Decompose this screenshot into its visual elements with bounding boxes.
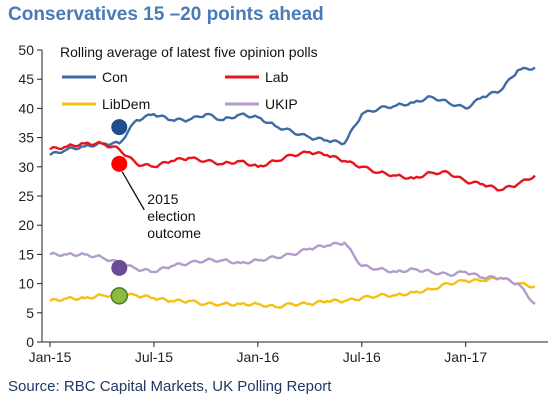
chart-subtitle: Rolling average of latest five opinion p…: [60, 44, 318, 60]
y-tick-label: 35: [18, 130, 34, 146]
x-tick-label: Jul-16: [343, 349, 381, 365]
y-ticks: 0 5 10 15 20 25 30 35 40 45 50: [18, 42, 42, 350]
series-line-ukip: [49, 241, 536, 305]
x-ticks: Jan-15 Jul-15 Jan-16 Jul-16 Jan-17: [29, 342, 487, 365]
annotation-text: election: [147, 208, 195, 224]
x-tick-label: Jan-15: [29, 349, 72, 365]
y-tick-label: 10: [18, 276, 34, 292]
series-line-lab: [49, 140, 536, 192]
legend-label-con: Con: [102, 69, 128, 85]
y-tick-label: 40: [18, 100, 34, 116]
y-tick-label: 25: [18, 188, 34, 204]
y-tick-label: 5: [26, 305, 34, 321]
annotation-leader-line: [121, 171, 145, 211]
series-line-con: [49, 66, 536, 157]
election-marker-con: [111, 119, 128, 136]
source-note: Source: RBC Capital Markets, UK Polling …: [8, 378, 332, 395]
x-tick-label: Jan-16: [236, 349, 279, 365]
series-lines: [49, 66, 536, 309]
annotation-text: outcome: [147, 225, 201, 241]
y-tick-label: 45: [18, 71, 34, 87]
legend-label-libdem: LibDem: [102, 96, 150, 112]
election-marker-libdem: [110, 287, 129, 305]
legend-label-lab: Lab: [265, 69, 289, 85]
y-tick-label: 30: [18, 159, 34, 175]
legend-label-ukip: UKIP: [265, 96, 298, 112]
legend: Con Lab LibDem UKIP: [62, 69, 298, 112]
x-tick-label: Jan-17: [444, 349, 487, 365]
y-tick-label: 0: [26, 334, 34, 350]
election-marker-lab: [111, 155, 128, 172]
election-markers: [110, 119, 129, 305]
series-line-libdem: [49, 276, 536, 309]
chart-title: Conservatives 15 –20 points ahead: [8, 4, 324, 25]
y-tick-label: 20: [18, 217, 34, 233]
x-tick-label: Jul-15: [135, 349, 173, 365]
y-tick-label: 15: [18, 246, 34, 262]
annotation-text: 2015: [147, 191, 178, 207]
y-tick-label: 50: [18, 42, 34, 58]
election-marker-ukip: [111, 259, 128, 276]
